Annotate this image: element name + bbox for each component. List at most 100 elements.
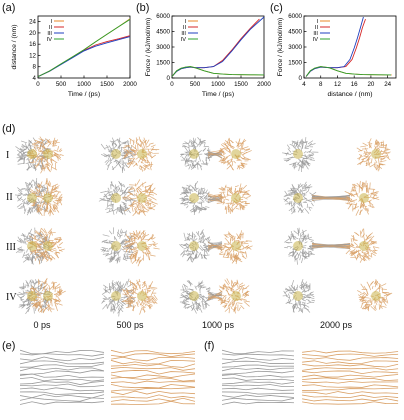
fibril-view-e	[20, 349, 196, 405]
particle-core	[43, 193, 53, 203]
y-tick-label: 24	[29, 19, 36, 26]
row-label-3: III	[6, 242, 16, 253]
particle-core	[111, 241, 121, 251]
snapshot-2000ps-bridge-3	[311, 242, 351, 250]
y-tick-label: 0	[299, 75, 303, 82]
chart-a: 0 500 1000 1500 2000 4 8 12 16 20 24 Time / (ps) dis…	[4, 4, 137, 116]
panel-label-d: (d)	[2, 123, 16, 135]
snapshot-1000ps-orange-4	[217, 278, 250, 314]
particle-core	[371, 149, 381, 159]
particle-core	[293, 291, 303, 301]
y-tick-label: 0	[167, 75, 171, 82]
y-tick-label: 1500	[156, 60, 170, 67]
y-tick-label: 6000	[288, 13, 302, 20]
particle-core	[231, 291, 241, 301]
snapshot-2000ps-orange-4	[357, 279, 393, 312]
series-line-IV	[305, 66, 392, 77]
legend-label-I: I	[316, 19, 318, 25]
particle-core	[293, 241, 303, 251]
x-tick-label: 500	[56, 81, 67, 88]
time-label-2000: 2000 ps	[319, 320, 353, 330]
snapshot-2000ps-bridge-2	[311, 194, 351, 202]
legend-label-III: III	[313, 31, 318, 37]
fibril-view-f	[222, 349, 399, 405]
particle-core	[359, 241, 369, 251]
panel-label-a: (a)	[2, 2, 16, 14]
row-label-4: IV	[6, 292, 17, 303]
y-axis-label: Force / (kJ/mol/nm)	[145, 18, 152, 77]
series-line-IV	[37, 19, 131, 78]
particle-core	[43, 291, 53, 301]
snapshot-grid	[15, 136, 393, 317]
legend-label-III: III	[47, 31, 52, 37]
legend-label-II: II	[183, 25, 187, 31]
particle-core	[111, 291, 121, 301]
y-tick-label: 1500	[288, 60, 302, 67]
particle-core	[189, 241, 199, 251]
y-tick-label: 12	[29, 52, 36, 59]
x-tick-label: 24	[384, 81, 391, 88]
chart-b-svg: 0 500 1000 1500 2000 0 1500 3000 4500 6000 Time / …	[145, 13, 271, 98]
particle-core	[359, 193, 369, 203]
x-axis-label: Time / (ps)	[202, 91, 234, 98]
y-axis-label: Force / (kJ/mol/nm)	[277, 18, 284, 77]
particle-core	[189, 291, 199, 301]
particle-core	[293, 193, 303, 203]
snapshot-1000ps-bridge-3	[207, 241, 223, 252]
particle-core	[371, 291, 381, 301]
x-axis-label: Time / (ps)	[68, 91, 100, 98]
y-tick-label: 16	[29, 41, 36, 48]
legend-label-IV: IV	[47, 37, 53, 43]
y-tick-label: 4	[33, 75, 37, 82]
legend-label-IV: IV	[181, 37, 187, 43]
particle-core	[231, 241, 241, 251]
snapshot-1000ps-orange-2	[215, 183, 251, 214]
particle-core	[231, 193, 241, 203]
legend-label-I: I	[50, 19, 52, 25]
y-tick-label: 6000	[156, 13, 170, 20]
particle-core	[27, 241, 37, 251]
row-label-1: I	[6, 150, 10, 161]
x-tick-label: 20	[367, 81, 374, 88]
particle-core	[293, 149, 303, 159]
fibril-bundle-e	[20, 349, 196, 405]
chart-a-svg: 0 500 1000 1500 2000 4 8 12 16 20 24 Time / (ps) dis…	[11, 15, 137, 98]
snapshot-2000ps-grey-1	[282, 137, 319, 172]
x-tick-label: 4	[302, 81, 306, 88]
particle-core	[27, 149, 37, 159]
particle-core	[27, 193, 37, 203]
x-tick-label: 1500	[100, 81, 114, 88]
x-tick-label: 1000	[211, 81, 225, 88]
chart-c-svg: 4 8 12 16 20 24 0 1500 3000 4500 6000 distance / (n…	[277, 13, 397, 98]
y-tick-label: 20	[29, 30, 36, 37]
panel-label-b: (b)	[136, 2, 150, 14]
snapshot-2000ps-orange-1	[356, 138, 391, 172]
panel-label-e: (e)	[2, 340, 16, 352]
x-tick-label: 500	[190, 81, 201, 88]
legend-label-II: II	[315, 25, 319, 31]
x-tick-label: 16	[351, 81, 358, 88]
particle-core	[137, 193, 147, 203]
particle-core	[137, 241, 147, 251]
y-tick-label: 4500	[156, 29, 170, 36]
time-label-1000: 1000 ps	[201, 320, 235, 330]
x-tick-label: 1000	[77, 81, 91, 88]
snapshot-1000ps-orange-3	[217, 230, 253, 265]
snapshot-1000ps-grey-1	[180, 137, 212, 171]
time-label-500: 500 ps	[116, 320, 144, 330]
chart-c: 4 8 12 16 20 24 0 1500 3000 4500 6000 distance / (n…	[270, 4, 402, 116]
y-tick-label: 3000	[156, 44, 170, 51]
chart-b: 0 500 1000 1500 2000 0 1500 3000 4500 6000 Time / …	[138, 4, 271, 116]
x-tick-label: 0	[170, 81, 174, 88]
series-line-IV	[171, 66, 265, 77]
particle-core	[137, 291, 147, 301]
legend-label-I: I	[184, 19, 186, 25]
particle-core	[189, 149, 199, 159]
y-tick-label: 3000	[288, 44, 302, 51]
panel-label-c: (c)	[270, 2, 283, 14]
x-tick-label: 8	[319, 81, 323, 88]
particle-core	[111, 149, 121, 159]
fibril-bundle-f	[222, 349, 399, 405]
snapshot-1000ps-bridge-1	[207, 149, 223, 160]
particle-core	[231, 149, 241, 159]
